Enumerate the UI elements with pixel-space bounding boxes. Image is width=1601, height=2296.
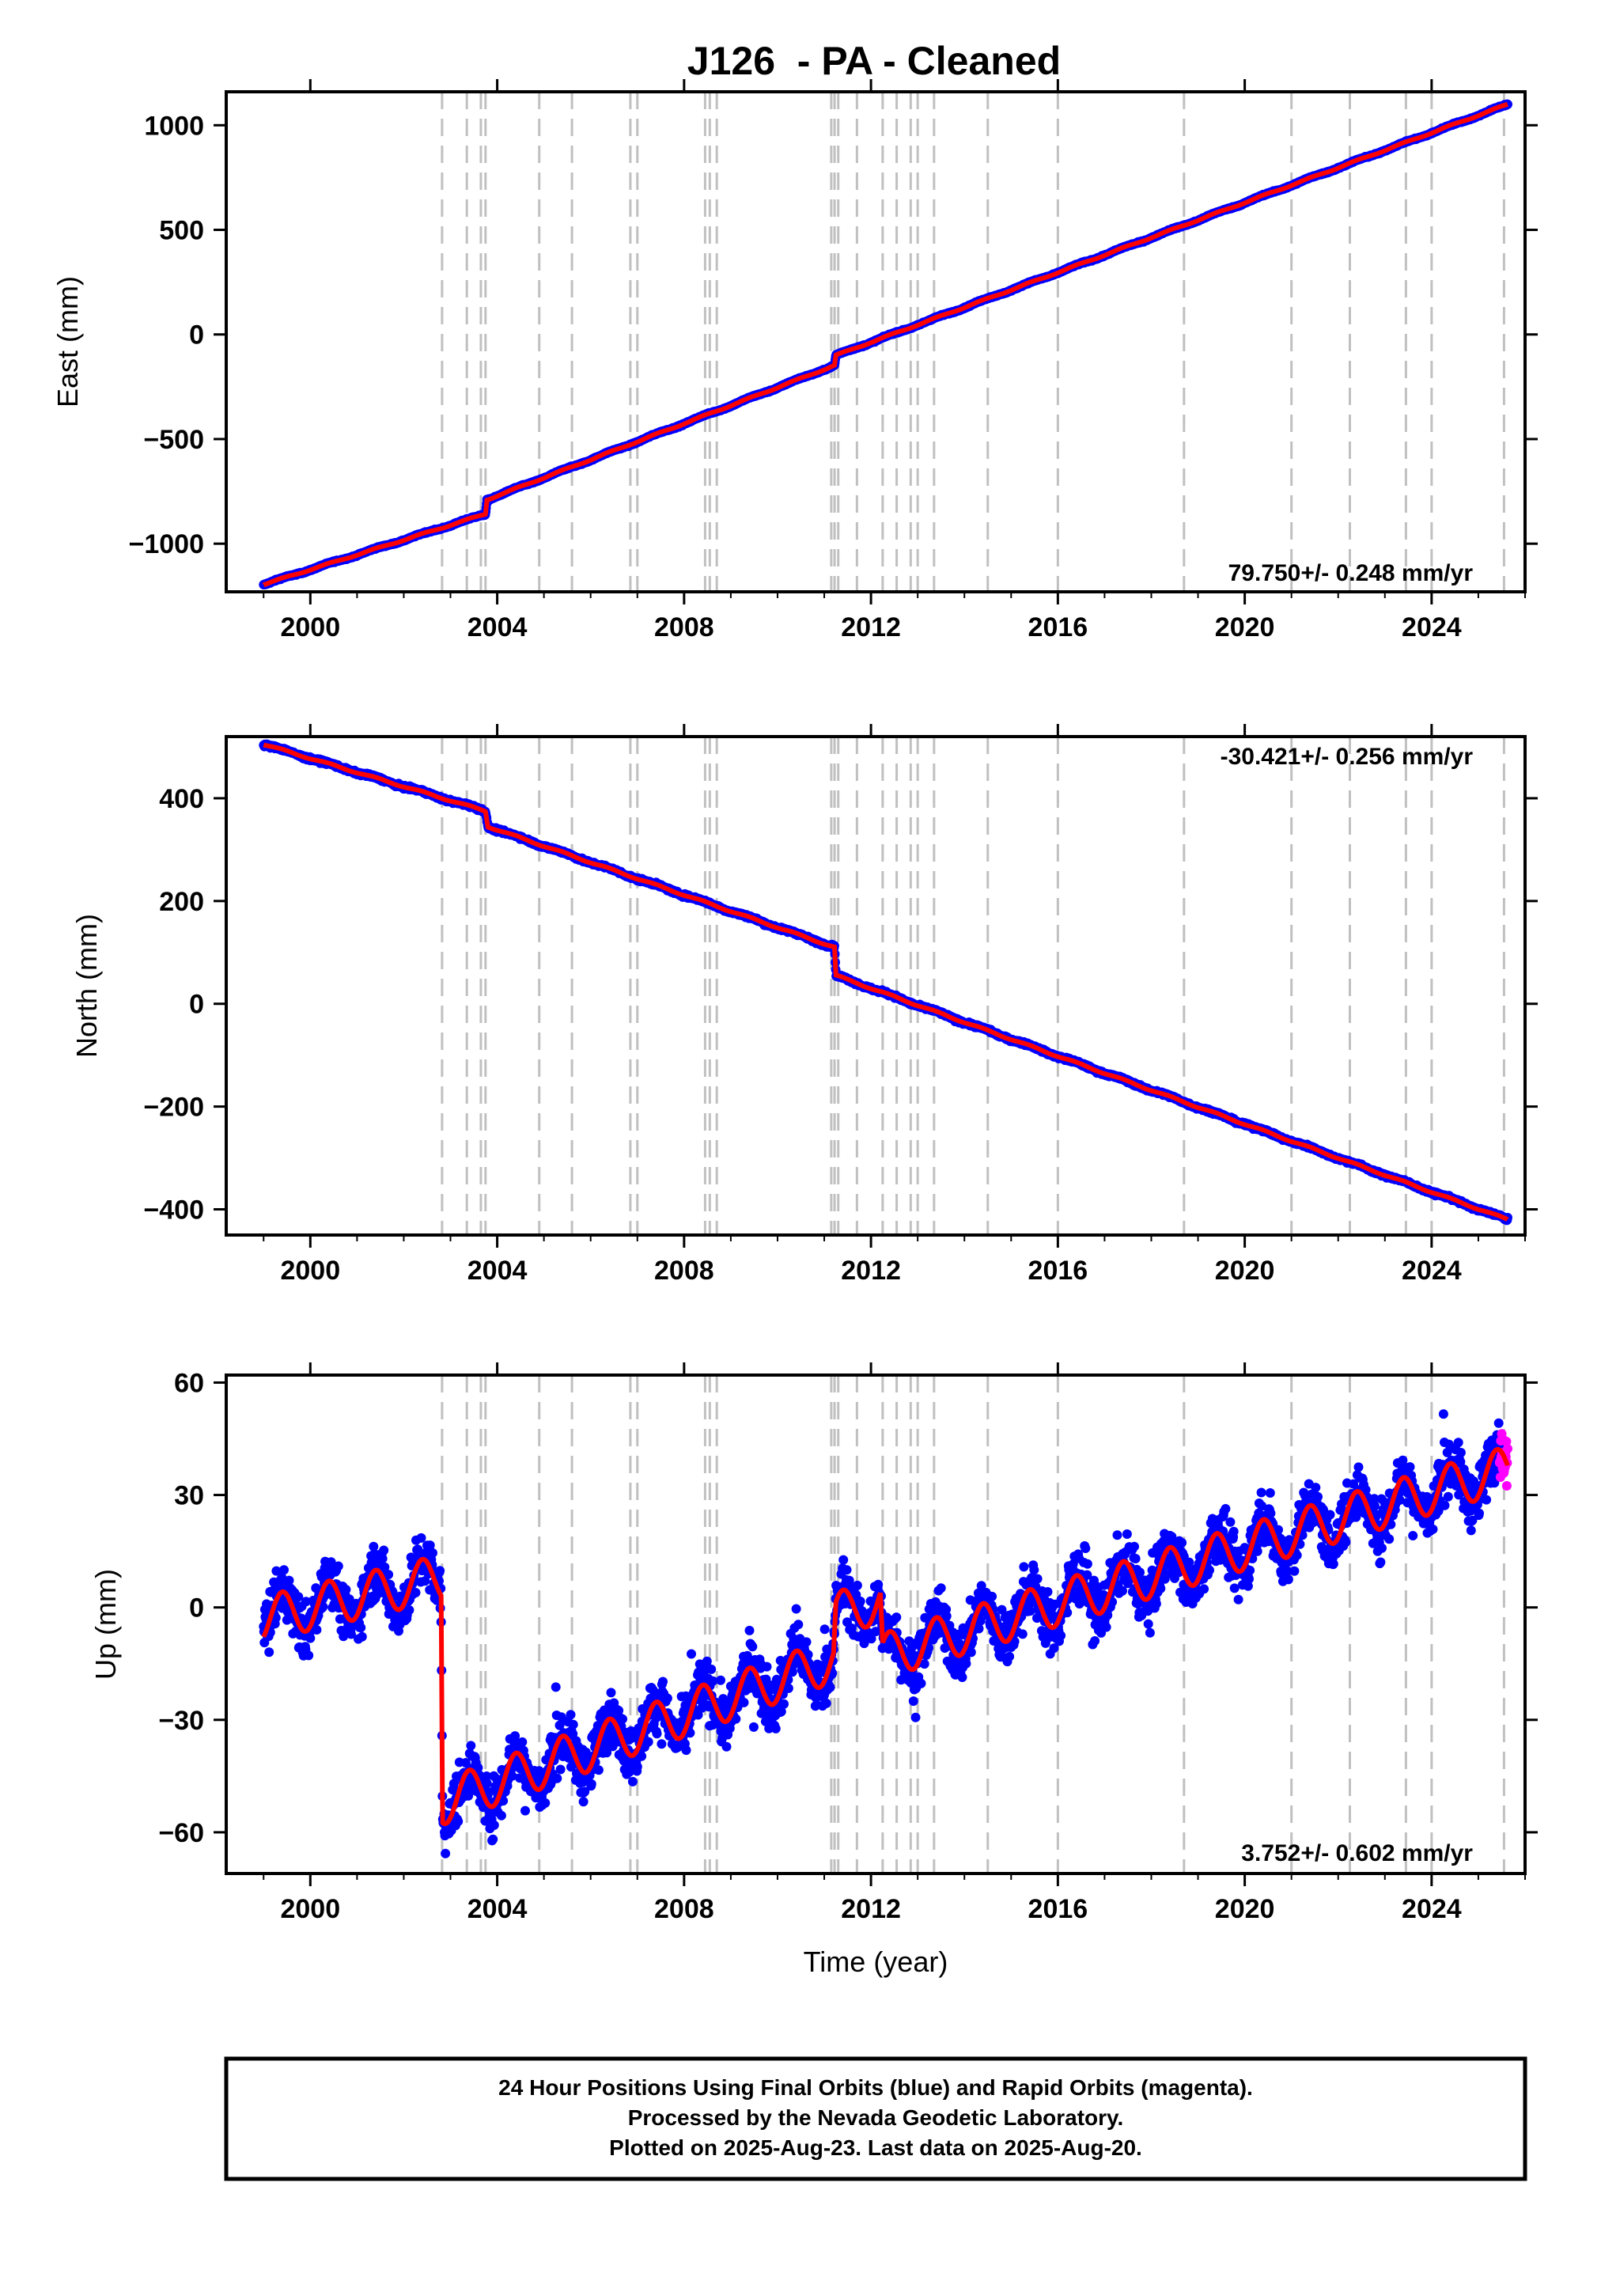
y-tick-label: −500 bbox=[143, 425, 204, 455]
east-model-line bbox=[262, 101, 1508, 588]
x-tick-label: 2024 bbox=[1402, 612, 1462, 642]
x-tick-label: 2012 bbox=[841, 612, 901, 642]
east-panel: 2000 2004 2008 2012 2016 2020 2024 1000 500 0 −500… bbox=[51, 79, 1538, 642]
y-tick-label: 0 bbox=[189, 320, 204, 350]
east-event-lines bbox=[441, 92, 1505, 592]
y-tick-label: 1000 bbox=[144, 111, 204, 141]
east-rate-label: 79.750+/- 0.248 mm/yr bbox=[1228, 560, 1474, 586]
y-tick-label: −1000 bbox=[129, 529, 205, 559]
north-panel: 2000 2004 2008 2012 2016 2020 20244002000−200−… bbox=[70, 724, 1538, 1286]
x-tick-label: 2020 bbox=[1215, 612, 1275, 642]
east-y-axis-label: East (mm) bbox=[51, 276, 84, 407]
x-tick-label: 2008 bbox=[654, 612, 714, 642]
x-tick-label: 2004 bbox=[467, 612, 528, 642]
x-tick-label: 2016 bbox=[1028, 612, 1088, 642]
y-tick-label: 500 bbox=[159, 216, 204, 246]
x-tick-label: 2000 bbox=[280, 612, 340, 642]
chart-title: J126 - PA - Cleaned bbox=[687, 39, 1061, 83]
